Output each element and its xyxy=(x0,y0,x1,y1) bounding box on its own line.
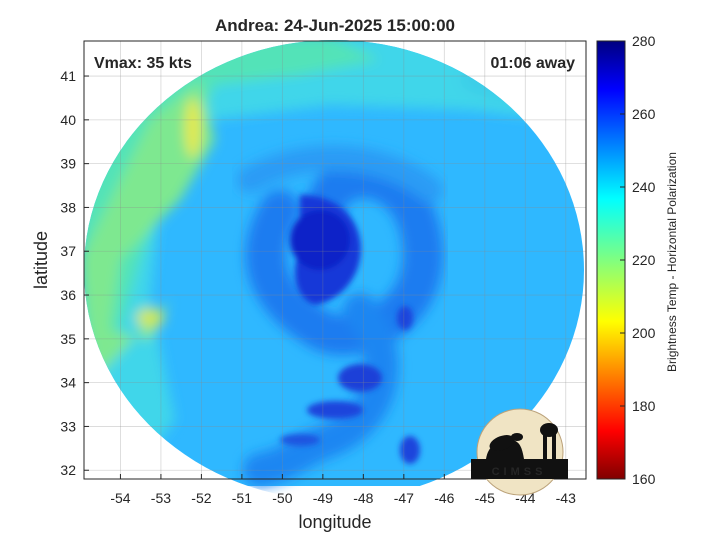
x-tick-label: -48 xyxy=(353,490,373,506)
y-axis-ticks: 32 33 34 35 36 37 38 39 40 41 xyxy=(60,68,89,478)
x-tick-label: -54 xyxy=(110,490,130,506)
cimss-logo: CIMSS xyxy=(471,408,568,496)
y-tick-label: 35 xyxy=(60,331,76,347)
map-title: Andrea: 24-Jun-2025 15:00:00 xyxy=(215,16,455,35)
x-tick-label: -49 xyxy=(313,490,333,506)
colorbar-tick-label: 240 xyxy=(632,179,656,195)
vmax-annotation: Vmax: 35 kts xyxy=(94,55,192,72)
map-grid xyxy=(84,41,586,479)
x-axis-label: longitude xyxy=(298,512,371,532)
y-tick-label: 40 xyxy=(60,112,76,128)
x-tick-label: -53 xyxy=(151,490,171,506)
colorbar-tick-label: 200 xyxy=(632,325,656,341)
colorbar-tick-label: 180 xyxy=(632,398,656,414)
x-tick-label: -46 xyxy=(434,490,454,506)
colorbar: 160 180 200 220 240 260 280 Brightness Temp - … xyxy=(596,33,679,487)
x-tick-label: -45 xyxy=(475,490,495,506)
y-tick-label: 37 xyxy=(60,243,76,259)
colorbar-tick-label: 160 xyxy=(632,471,656,487)
y-tick-label: 32 xyxy=(60,462,76,478)
y-tick-label: 41 xyxy=(60,68,76,84)
colorbar-ticks: 160 180 200 220 240 260 280 xyxy=(620,33,656,487)
y-axis-label: latitude xyxy=(31,231,51,289)
cimss-logo-text: CIMSS xyxy=(492,466,547,478)
y-tick-label: 38 xyxy=(60,199,76,215)
colorbar-tick-label: 220 xyxy=(632,252,656,268)
x-tick-label: -51 xyxy=(232,490,252,506)
map-axes: -54 -53 -52 -51 -50 -49 -48 -47 -46 -45 -44 -43 323… xyxy=(60,40,587,506)
y-tick-label: 33 xyxy=(60,418,76,434)
y-tick-label: 36 xyxy=(60,287,76,303)
colorbar-tick-label: 260 xyxy=(632,106,656,122)
x-tick-label: -52 xyxy=(191,490,211,506)
x-tick-label: -47 xyxy=(394,490,414,506)
colorbar-tick-label: 280 xyxy=(632,33,656,49)
time-annotation: 01:06 away xyxy=(490,55,575,72)
y-tick-label: 39 xyxy=(60,156,76,172)
y-tick-label: 34 xyxy=(60,375,76,391)
x-tick-label: -43 xyxy=(556,490,576,506)
colorbar-label: Brightness Temp - Horizontal Polarizatio… xyxy=(665,152,679,372)
x-tick-label: -50 xyxy=(272,490,292,506)
